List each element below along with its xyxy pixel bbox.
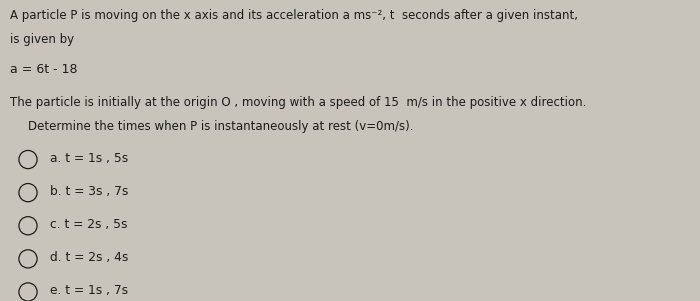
Text: A particle P is moving on the x axis and its acceleration a ms⁻², t  seconds aft: A particle P is moving on the x axis and…: [10, 9, 577, 22]
Text: The particle is initially at the origin O , moving with a speed of 15  m/s in th: The particle is initially at the origin …: [10, 96, 586, 109]
Text: b. t = 3s , 7s: b. t = 3s , 7s: [50, 185, 129, 198]
Text: e. t = 1s , 7s: e. t = 1s , 7s: [50, 284, 129, 297]
Text: is given by: is given by: [10, 33, 74, 46]
Text: c. t = 2s , 5s: c. t = 2s , 5s: [50, 218, 128, 231]
Text: d. t = 2s , 4s: d. t = 2s , 4s: [50, 251, 129, 264]
Text: a. t = 1s , 5s: a. t = 1s , 5s: [50, 152, 129, 165]
Text: a = 6t - 18: a = 6t - 18: [10, 63, 77, 76]
Text: Determine the times when P is instantaneously at rest (v=0m/s).: Determine the times when P is instantane…: [28, 120, 414, 133]
